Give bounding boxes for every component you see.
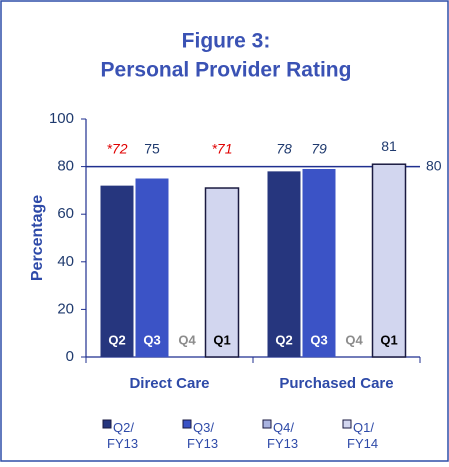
- y-axis-label: Percentage: [29, 195, 46, 281]
- legend-swatch: [102, 419, 112, 429]
- y-tick-label: 40: [57, 253, 74, 270]
- legend-label: Q3/FY13: [187, 420, 218, 451]
- y-tick-label: 100: [49, 110, 74, 127]
- legend-label: Q1/FY14: [347, 420, 378, 451]
- y-tick-label: 20: [57, 300, 74, 317]
- legend-swatch: [262, 419, 272, 429]
- bar: [100, 185, 134, 357]
- bar-tag: Q2: [275, 332, 292, 347]
- bar-tag: Q1: [213, 332, 230, 347]
- bar-tag: Q2: [108, 332, 125, 347]
- data-label: *72: [106, 140, 127, 156]
- bar: [267, 171, 301, 357]
- legend-swatch: [342, 419, 352, 429]
- data-label: 78: [276, 140, 292, 156]
- bar-tag: Q4: [178, 332, 196, 347]
- data-label: *71: [211, 140, 232, 156]
- bar: [371, 163, 407, 358]
- x-tick-label: Purchased Care: [279, 375, 393, 392]
- legend-swatch: [182, 419, 192, 429]
- bar-tag: Q4: [345, 332, 363, 347]
- bar: [135, 178, 169, 357]
- y-tick-label: 60: [57, 205, 74, 222]
- bar-tag: Q1: [380, 332, 397, 347]
- data-label: 81: [381, 138, 397, 154]
- bar-tag: Q3: [310, 332, 327, 347]
- reference-label: 80: [426, 157, 442, 173]
- data-label: 75: [144, 140, 160, 156]
- y-tick-label: 80: [57, 158, 74, 175]
- legend-label: Q2/FY13: [107, 420, 138, 451]
- x-tick-label: Direct Care: [129, 375, 209, 392]
- chart-title: Figure 3:: [182, 30, 271, 53]
- y-tick-label: 0: [66, 348, 74, 365]
- bar-tag: Q3: [143, 332, 160, 347]
- data-label: 79: [311, 140, 327, 156]
- bar: [302, 168, 336, 357]
- chart-title: Personal Provider Rating: [101, 59, 352, 82]
- bar: [204, 187, 240, 358]
- legend-label: Q4/FY13: [267, 420, 298, 451]
